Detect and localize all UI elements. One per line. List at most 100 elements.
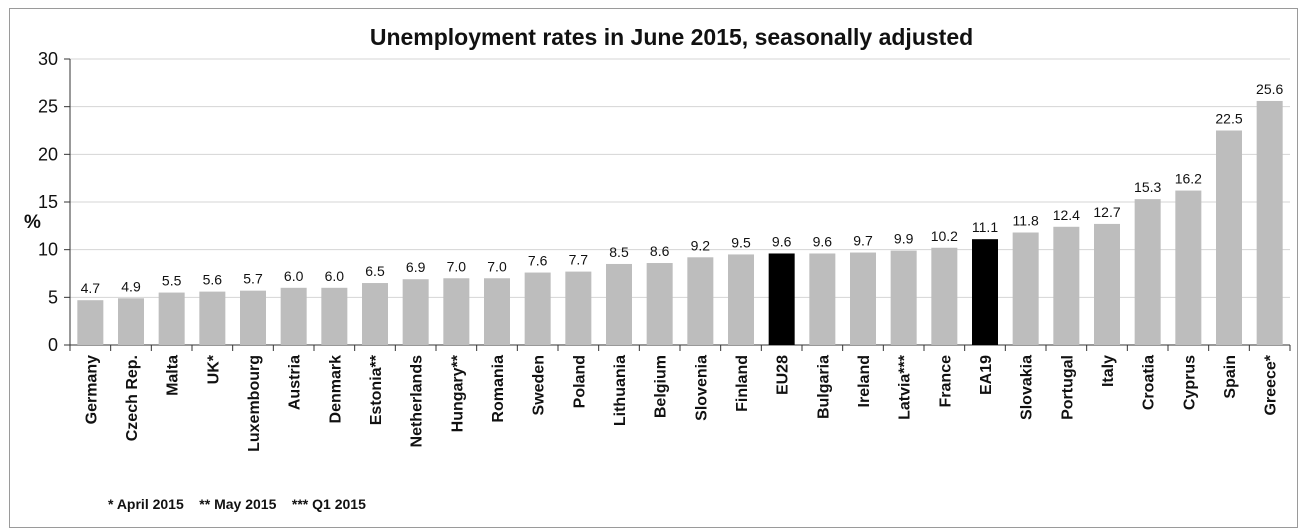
bar [850, 252, 876, 345]
data-label: 5.5 [162, 273, 182, 289]
data-label: 7.0 [487, 258, 507, 274]
x-tick-label: Bulgaria [815, 355, 832, 419]
data-label: 22.5 [1215, 111, 1242, 127]
data-label: 12.7 [1093, 204, 1120, 220]
bar [199, 291, 226, 345]
data-label: 10.2 [931, 228, 958, 244]
data-label: 5.6 [203, 272, 223, 288]
x-tick-label: Greece* [1263, 354, 1280, 415]
x-tick-label: EU28 [775, 355, 792, 395]
data-label: 4.7 [81, 280, 101, 296]
bar [158, 292, 185, 345]
data-label: 9.6 [813, 233, 833, 249]
x-tick-label: Slovakia [1019, 355, 1036, 420]
x-tick-label: Lithuania [612, 355, 629, 426]
data-label: 9.7 [853, 233, 873, 249]
data-label: 8.5 [609, 244, 629, 260]
bar [728, 254, 754, 345]
data-label: 9.2 [691, 237, 711, 253]
x-tick-label: Ireland [856, 355, 873, 407]
x-tick-label: Austria [287, 355, 304, 410]
y-tick-label: 15 [38, 192, 58, 212]
x-tick-label: Finland [734, 355, 751, 412]
x-tick-label: Croatia [1141, 355, 1158, 410]
bar [687, 257, 714, 345]
bar [280, 287, 307, 345]
data-label: 15.3 [1134, 179, 1161, 195]
data-label: 6.0 [325, 268, 345, 284]
bar [809, 253, 836, 345]
bar [931, 247, 958, 345]
x-tick-label: Spain [1222, 355, 1239, 399]
data-label: 4.9 [121, 278, 141, 294]
x-tick-label: Germany [83, 355, 100, 424]
x-tick-label: Sweden [531, 355, 548, 415]
x-tick-label: EA19 [978, 355, 995, 395]
data-label: 12.4 [1053, 207, 1080, 223]
data-label: 6.9 [406, 259, 426, 275]
x-tick-label: Malta [165, 355, 182, 396]
y-axis-label: % [24, 212, 41, 233]
data-label: 7.7 [569, 252, 589, 268]
x-tick-label: Luxembourg [246, 355, 263, 452]
bar [362, 283, 388, 345]
bar [565, 271, 592, 345]
bar [606, 263, 632, 345]
bar [1256, 100, 1283, 346]
bar [402, 279, 429, 345]
bar [1216, 130, 1242, 345]
y-tick-label: 25 [38, 97, 58, 117]
x-tick-label: Estonia** [368, 354, 385, 425]
x-tick-label: Netherlands [409, 355, 426, 448]
bar [524, 272, 551, 345]
data-label: 6.0 [284, 268, 304, 284]
data-label: 25.6 [1256, 81, 1283, 97]
chart-title: Unemployment rates in June 2015, seasona… [369, 24, 974, 50]
bar [890, 250, 917, 345]
bar-chart: 0 5 10 15 20 25 30 4.7 Germany 4.9 Czech Rep. 5.5 Ma… [38, 49, 1291, 452]
bar [972, 239, 998, 345]
data-label: 11.8 [1013, 213, 1039, 229]
data-label: 7.6 [528, 253, 548, 269]
x-tick-label: Czech Rep. [124, 355, 141, 441]
y-tick-label: 20 [38, 144, 58, 164]
data-label: 11.1 [972, 219, 998, 235]
bar [1012, 232, 1039, 345]
footnote: * April 2015 ** May 2015 *** Q1 2015 [108, 496, 366, 512]
data-label: 6.5 [365, 263, 385, 279]
x-tick-label: Hungary** [449, 354, 466, 432]
y-tick-label: 30 [38, 49, 58, 69]
x-tick-label: Romania [490, 355, 507, 423]
bar [484, 278, 510, 345]
x-tick-label: UK* [205, 354, 222, 384]
bar [1053, 226, 1080, 345]
data-label: 8.6 [650, 243, 670, 259]
x-tick-label: Poland [571, 355, 588, 408]
x-tick-label: Latvia*** [897, 354, 914, 420]
data-label: 9.5 [731, 234, 751, 250]
x-tick-label: Slovenia [693, 355, 710, 421]
y-tick-label: 0 [48, 335, 58, 355]
bar [77, 300, 104, 345]
data-label: 16.2 [1175, 171, 1202, 187]
data-label: 9.6 [772, 233, 792, 249]
bar [768, 253, 795, 345]
x-tick-label: Denmark [327, 355, 344, 424]
bar [1094, 223, 1120, 345]
bar [646, 263, 673, 345]
bar [118, 298, 144, 345]
bar [1175, 190, 1202, 345]
data-label: 5.7 [243, 271, 263, 287]
x-tick-label: Belgium [653, 355, 670, 418]
data-label: 9.9 [894, 231, 914, 247]
x-tick-label: Portugal [1059, 355, 1076, 420]
x-tick-label: France [937, 355, 954, 408]
bar [1134, 199, 1161, 345]
bar [240, 290, 266, 345]
y-tick-label: 5 [48, 287, 58, 307]
bar [443, 278, 470, 345]
y-tick-label: 10 [38, 240, 58, 260]
x-tick-label: Italy [1100, 355, 1117, 387]
bar [321, 287, 348, 345]
x-tick-label: Cyprus [1181, 355, 1198, 410]
